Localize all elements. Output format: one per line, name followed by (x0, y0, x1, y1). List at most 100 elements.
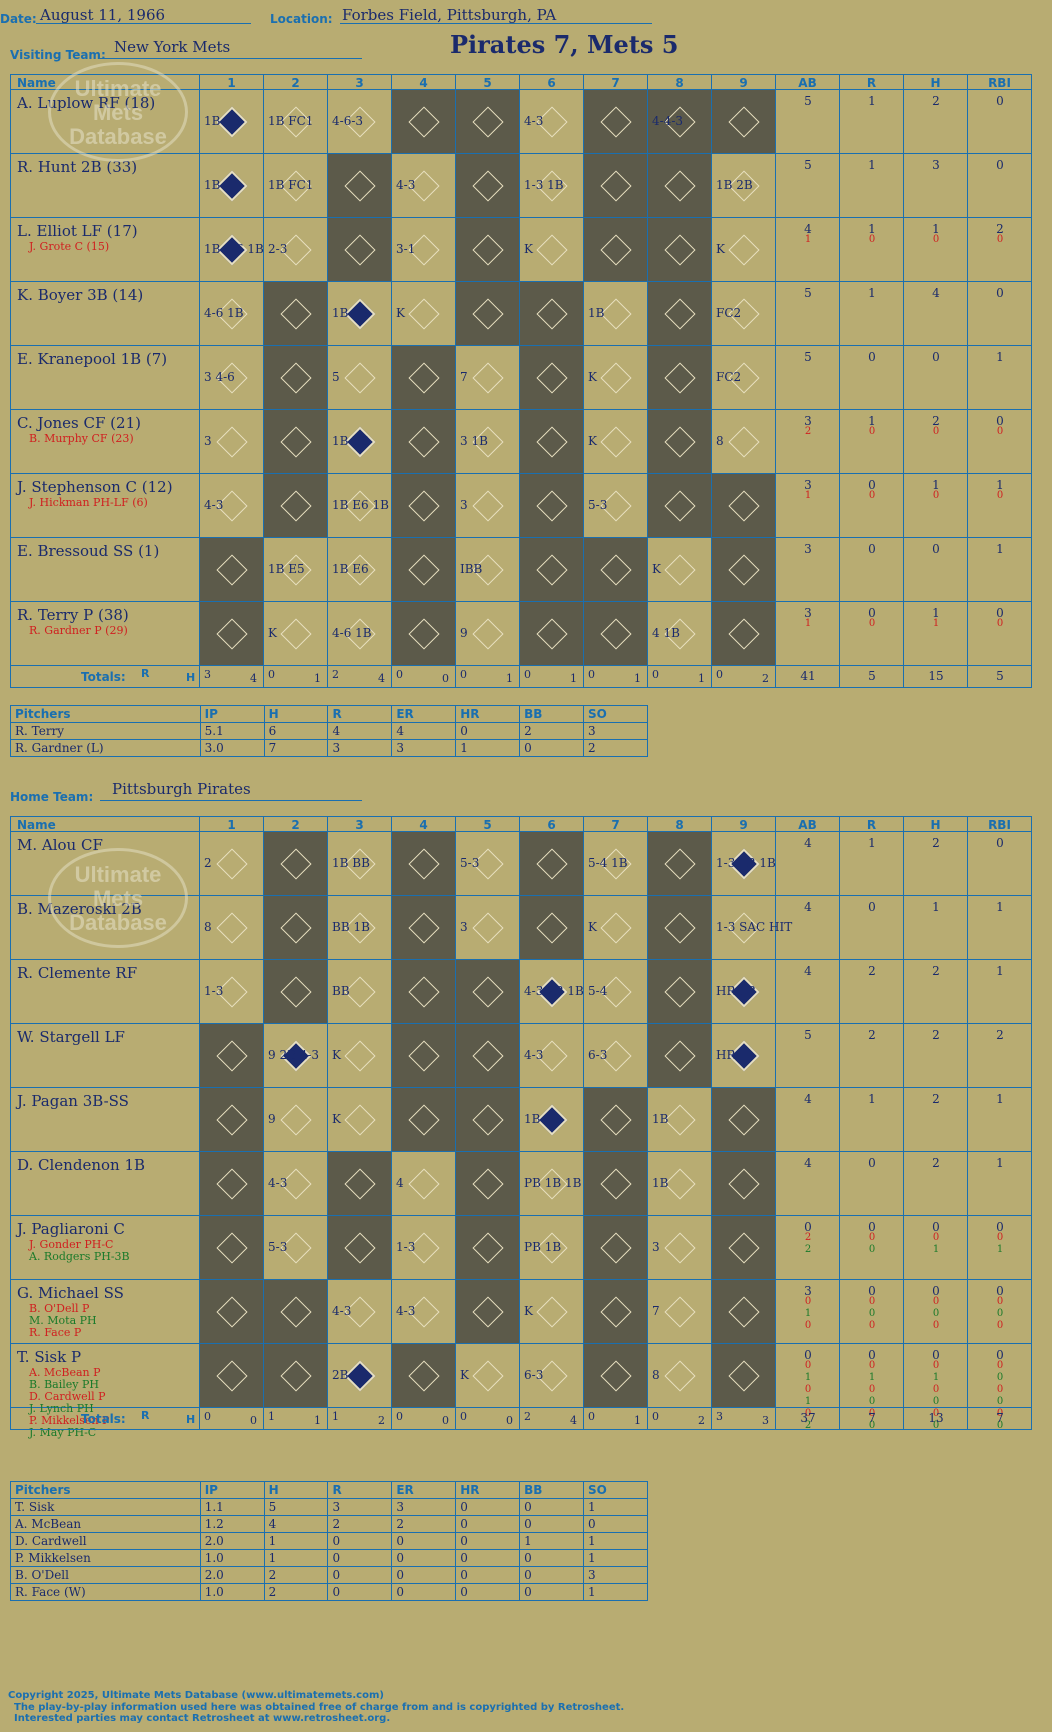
base-diamond (408, 1168, 440, 1200)
visitor-stat-value: 5 (804, 158, 812, 172)
inning-runs: 3 (716, 1410, 723, 1423)
home-pitcher-stat: 0 (519, 1566, 585, 1584)
home-totals-h: H (186, 1413, 196, 1426)
home-inning-cell (584, 1216, 648, 1280)
base-diamond (408, 426, 440, 458)
home-inning-cell (648, 1024, 712, 1088)
visitor-stat-value: 3 (804, 606, 812, 620)
base-diamond (728, 106, 760, 138)
visitor-stat-value: 0 (996, 414, 1004, 428)
play-result: 8 (204, 920, 212, 934)
home-pitcher-stat: 2.0 (199, 1532, 265, 1550)
visitor-inning-cell (648, 218, 712, 282)
home-stat-value: 1 (804, 1396, 812, 1407)
play-result: 1-3 (396, 1240, 416, 1254)
base-diamond (600, 1104, 632, 1136)
visitor-inning-cell (456, 90, 520, 154)
visitor-pitcher-stat: 7 (263, 739, 329, 757)
home-stat-value: 0 (868, 1244, 876, 1255)
visitor-inning-cell: 4-3 (520, 90, 584, 154)
visitor-inning-cell: 3-1 (392, 218, 456, 282)
home-inning-cell: BB 1B (328, 896, 392, 960)
base-diamond (280, 426, 312, 458)
home-team: Pittsburgh Pirates (112, 780, 251, 798)
home-stat-cell-h: 2 (904, 960, 968, 1024)
visitor-header-inning: 9 (712, 74, 776, 90)
home-pitchers-table: Pitchers IP H R ER HR BB SO T. Sisk 1.1 5 3 3 0 0 1 A. M… (10, 1481, 648, 1601)
visitor-player-cell: R. Hunt 2B (33) (10, 154, 200, 218)
home-inning-cell: 3 (456, 896, 520, 960)
visitor-totals-label: Totals: (81, 670, 126, 684)
visitor-total-value: 5 (868, 669, 876, 683)
base-diamond (664, 426, 696, 458)
home-stat-value: 0 (868, 1296, 876, 1307)
visitor-inning-cell: 1-3 1B (520, 154, 584, 218)
visitors-pitchers-table: Pitchers IP H R ER HR BB SO R. Terry 5.1 6 4 4 0 2 3 R. … (10, 705, 648, 757)
visitor-totals-r: 5 (840, 666, 904, 688)
visitor-stat-cell-r: 1 (840, 90, 904, 154)
base-diamond (728, 1104, 760, 1136)
home-stat-value: 4 (804, 1156, 812, 1170)
visitor-inning-cell: 3 4-6 (200, 346, 264, 410)
play-result: K (268, 626, 277, 640)
home-stat-value: 0 (932, 1296, 940, 1307)
home-pitcher-stat: 1 (583, 1532, 648, 1550)
visitor-pitcher-header: R (327, 705, 393, 723)
visitor-inning-cell: 8 (712, 410, 776, 474)
visitor-stat-value: 1 (868, 286, 876, 300)
visitor-totals-rbi: 5 (968, 666, 1032, 688)
home-stat-value: 1 (932, 1372, 940, 1383)
base-diamond (664, 362, 696, 394)
visitor-pitcher-stat: 3 (583, 722, 648, 740)
play-result: HR (716, 1048, 736, 1062)
home-header-name: Name (10, 816, 200, 832)
visitor-inning-cell (264, 410, 328, 474)
home-totals-ab: 37 (776, 1408, 840, 1430)
visitor-inning-cell: 5-3 (584, 474, 648, 538)
visitor-pitcher-stat: 1 (455, 739, 521, 757)
visitor-stat-value: 1 (804, 490, 812, 501)
base-diamond (728, 426, 760, 458)
base-diamond (664, 234, 696, 266)
base-diamond (664, 490, 696, 522)
base-diamond (728, 1232, 760, 1264)
play-result: K (524, 1304, 533, 1318)
play-result: 1B 1B (524, 1112, 561, 1126)
base-diamond (664, 976, 696, 1008)
home-inning-cell: 1-3 (392, 1216, 456, 1280)
home-sub-name: J. Gonder PH-C (29, 1238, 114, 1251)
home-stat-cell-h: 2 (904, 1088, 968, 1152)
base-diamond (216, 912, 248, 944)
inning-hits: 4 (378, 672, 385, 685)
inning-runs: 2 (524, 1410, 531, 1423)
home-header-inning: 8 (648, 816, 712, 832)
home-player-cell: R. Clemente RF (10, 960, 200, 1024)
play-result: 1B E6 1B (332, 498, 389, 512)
base-diamond (728, 490, 760, 522)
home-header-inning: 2 (264, 816, 328, 832)
home-sub-name: R. Face P (29, 1326, 82, 1339)
home-inning-cell (456, 1280, 520, 1344)
visitor-sub-name: J. Grote C (15) (29, 240, 110, 253)
home-pitcher-name: B. O'Dell (10, 1566, 201, 1584)
inning-hits: 2 (762, 672, 769, 685)
base-diamond (344, 362, 376, 394)
home-stat-value: 0 (804, 1220, 812, 1234)
inning-hits: 3 (762, 1414, 769, 1427)
visitor-totals-h: 15 (904, 666, 968, 688)
home-inning-cell (456, 1216, 520, 1280)
visitor-inning-cell: K (584, 410, 648, 474)
play-result: 5-3 (268, 1240, 288, 1254)
visitor-pitcher-stat: 4 (327, 722, 393, 740)
inning-runs: 0 (588, 1410, 595, 1423)
base-diamond (664, 170, 696, 202)
home-player-cell: J. Pagan 3B-SS (10, 1088, 200, 1152)
visitor-inning-cell: 1B (200, 154, 264, 218)
home-inning-cell: 1-3 SAC HIT (712, 896, 792, 960)
base-diamond (408, 848, 440, 880)
play-result: 4-6 1B (204, 306, 244, 320)
visitor-header-h: H (904, 74, 968, 90)
